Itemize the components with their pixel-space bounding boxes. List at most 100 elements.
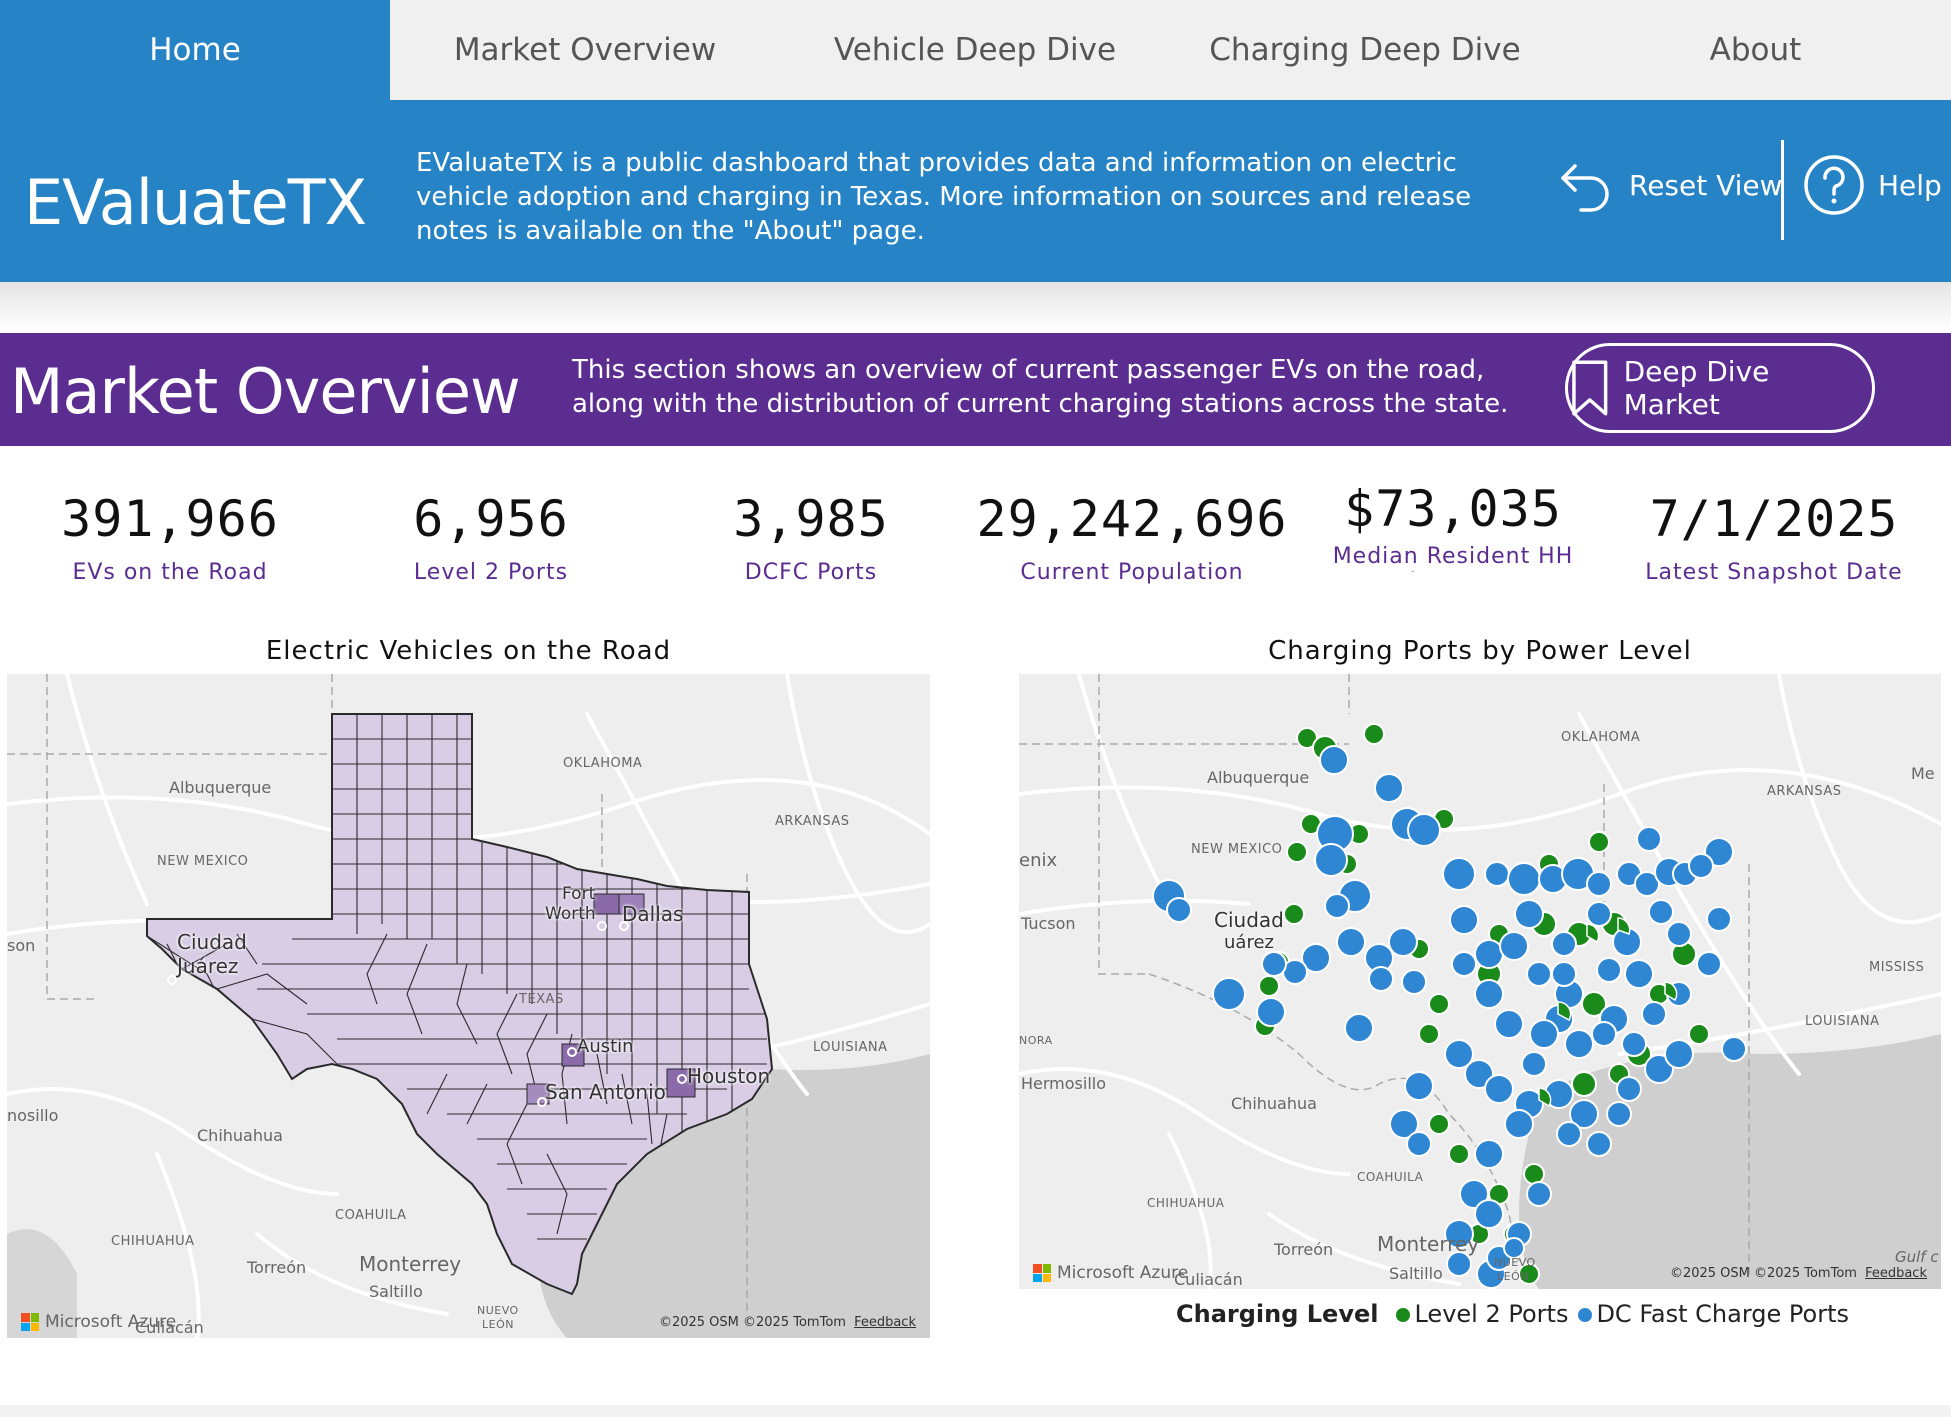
top-nav: Home Market Overview Vehicle Deep Dive C… xyxy=(0,0,1951,100)
map-label-tucson: Tucson xyxy=(1021,914,1076,933)
tab-market-overview[interactable]: Market Overview xyxy=(453,32,717,68)
map-label-ciudad: Ciudad xyxy=(177,930,247,954)
kpi-value: $73,035 xyxy=(1344,480,1562,538)
azure-label: Microsoft Azure xyxy=(45,1312,177,1332)
feedback-link[interactable]: Feedback xyxy=(854,1315,916,1330)
map-label-oklahoma: OKLAHOMA xyxy=(563,756,643,771)
footer-divider xyxy=(0,1405,1951,1417)
map-label-coahuila: COAHUILA xyxy=(335,1208,407,1223)
kpi-level2-ports: 6,956 Level 2 Ports xyxy=(331,490,651,585)
map-label-juarez: uárez xyxy=(1224,932,1274,953)
kpi-label: DCFC Ports xyxy=(744,560,878,585)
feedback-link[interactable]: Feedback xyxy=(1865,1266,1927,1281)
microsoft-logo-icon xyxy=(1033,1264,1051,1282)
app-description: EValuateTX is a public dashboard that pr… xyxy=(416,148,1472,246)
charging-legend: Charging Level Level 2 Ports DC Fast Cha… xyxy=(1176,1300,1849,1328)
help-icon xyxy=(1804,155,1864,215)
map-label-monterrey: Monterrey xyxy=(1377,1232,1480,1256)
map-label-hermosillo: nosillo xyxy=(7,1106,59,1125)
map-label-torreon: Torreón xyxy=(247,1258,307,1277)
microsoft-azure-logo: Microsoft Azure xyxy=(1033,1263,1188,1283)
azure-label: Microsoft Azure xyxy=(1057,1263,1189,1283)
legend-label: Level 2 Ports xyxy=(1414,1300,1569,1328)
tab-charging-deep-dive[interactable]: Charging Deep Dive xyxy=(1209,32,1521,68)
app-title: EValuateTX xyxy=(24,166,367,239)
map-label-arkansas: ARKANSAS xyxy=(775,814,850,829)
tab-vehicle-deep-dive[interactable]: Vehicle Deep Dive xyxy=(833,32,1117,68)
section-banner: Market Overview This section shows an ov… xyxy=(0,333,1951,446)
section-title: Market Overview xyxy=(10,355,521,428)
map-label-hermosillo: Hermosillo xyxy=(1021,1074,1107,1093)
map-label-torreon: Torreón xyxy=(1274,1240,1334,1259)
map-label-houston: Houston xyxy=(687,1064,771,1088)
map-label-gulf: Gulf c xyxy=(1895,1248,1939,1266)
level2-dot-icon xyxy=(1396,1308,1411,1322)
map-label-fort-worth-2: Worth xyxy=(545,904,596,924)
map-label-phoenix: enix xyxy=(1019,850,1058,871)
map-label-mississippi: MISSISS xyxy=(1869,960,1925,975)
ev-map-base xyxy=(7,674,930,1338)
legend-title: Charging Level xyxy=(1176,1300,1379,1328)
map-label-saltillo: Saltillo xyxy=(369,1282,423,1301)
ev-choropleth-map[interactable]: OKLAHOMA Albuquerque ARKANSAS NEW MEXICO… xyxy=(7,674,930,1338)
map-label-culiacan: Culiacán xyxy=(135,1318,204,1337)
map-label-austin: Austin xyxy=(577,1036,634,1057)
legend-item-level2[interactable]: Level 2 Ports xyxy=(1396,1300,1568,1328)
kpi-value: 7/1/2025 xyxy=(1649,490,1899,548)
map-copyright: ©2025 OSM ©2025 TomTom Feedback xyxy=(659,1315,916,1330)
kpi-value: 391,966 xyxy=(61,490,279,548)
kpi-value: 3,985 xyxy=(733,490,889,548)
map-label-ciudad: Ciudad xyxy=(1214,908,1284,932)
map-label-texas: TEXAS xyxy=(519,992,564,1007)
app-header: EValuateTX EValuateTX is a public dashbo… xyxy=(0,100,1951,282)
map-label-new-mexico: NEW MEXICO xyxy=(157,854,249,869)
bookmark-icon xyxy=(1572,360,1608,416)
help-button[interactable]: Help xyxy=(1802,152,1942,218)
map-label-son: son xyxy=(7,936,36,955)
kpi-label: EVs on the Road xyxy=(72,560,268,585)
map-label-saltillo: Saltillo xyxy=(1389,1264,1443,1283)
texas-counties[interactable] xyxy=(146,713,774,1296)
kpi-evs-on-road: 391,966 EVs on the Road xyxy=(10,490,330,585)
map-label-nuevo: NUEVO xyxy=(477,1304,519,1317)
legend-item-dcfc[interactable]: DC Fast Charge Ports xyxy=(1578,1300,1849,1328)
charging-station-markers[interactable] xyxy=(1152,723,1747,1289)
kpi-label: Current Population xyxy=(1020,560,1244,585)
copyright-text: ©2025 OSM ©2025 TomTom xyxy=(1669,1266,1857,1281)
map-label-fort-worth: Fort xyxy=(562,884,596,904)
map-label-culiacan: Culiacán xyxy=(1174,1270,1243,1289)
map-label-new-mexico: NEW MEXICO xyxy=(1191,842,1283,857)
map-label-louisiana: LOUISIANA xyxy=(813,1040,888,1055)
help-label: Help xyxy=(1878,168,1942,202)
section-description: This section shows an overview of curren… xyxy=(572,355,1509,419)
kpi-value: 6,956 xyxy=(413,490,569,548)
map-label-oklahoma: OKLAHOMA xyxy=(1561,730,1641,745)
charging-bubble-map[interactable]: OKLAHOMA Albuquerque ARKANSAS Me NEW MEX… xyxy=(1019,674,1941,1289)
charging-map-base xyxy=(1019,674,1941,1289)
deep-dive-market-label: Deep Dive Market xyxy=(1623,355,1770,421)
charging-map-title: Charging Ports by Power Level xyxy=(1268,636,1692,666)
map-label-sonora: NORA xyxy=(1019,1034,1053,1047)
microsoft-azure-logo: Microsoft Azure xyxy=(21,1312,176,1332)
map-label-me: Me xyxy=(1911,764,1935,783)
tab-about[interactable]: About xyxy=(1709,32,1802,68)
map-copyright: ©2025 OSM ©2025 TomTom Feedback xyxy=(1670,1266,1927,1281)
deep-dive-market-button[interactable]: Deep Dive Market xyxy=(1565,343,1875,433)
map-label-chihuahua-state: CHIHUAHUA xyxy=(111,1234,195,1249)
tab-home[interactable]: Home xyxy=(0,0,390,100)
map-label-albuquerque: Albuquerque xyxy=(169,778,272,797)
map-label-nuevo: NUEVO xyxy=(1494,1256,1536,1269)
kpi-current-population: 29,242,696 Current Population xyxy=(972,490,1292,585)
header-divider xyxy=(1781,140,1784,240)
reset-view-button[interactable]: Reset View xyxy=(1555,150,1783,220)
map-label-arkansas: ARKANSAS xyxy=(1767,784,1842,799)
map-label-chihuahua-state: CHIHUAHUA xyxy=(1147,1196,1225,1210)
kpi-median-income: $73,035 Median Resident HH Income xyxy=(1293,480,1613,572)
kpi-label: Level 2 Ports xyxy=(413,560,569,585)
microsoft-logo-icon xyxy=(21,1313,39,1331)
map-label-juarez: Juárez xyxy=(177,954,239,978)
map-label-leon: LEÓN xyxy=(482,1318,514,1331)
map-label-chihuahua: Chihuahua xyxy=(197,1126,283,1145)
kpi-label: Latest Snapshot Date xyxy=(1645,560,1903,585)
copyright-text: ©2025 OSM ©2025 TomTom xyxy=(658,1315,846,1330)
